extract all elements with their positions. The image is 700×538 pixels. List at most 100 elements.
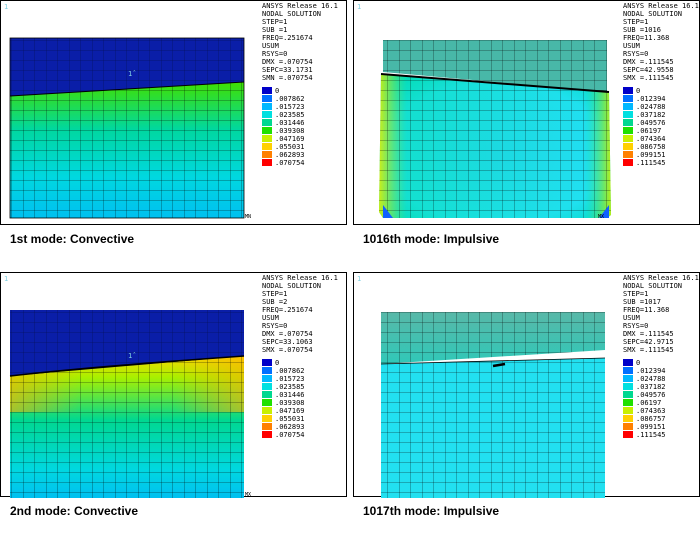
legend-swatch bbox=[623, 87, 633, 94]
legend-value: .023585 bbox=[275, 383, 305, 391]
panel-caption: 1017th mode: Impulsive bbox=[363, 504, 500, 518]
legend-swatch bbox=[623, 399, 633, 406]
legend-swatch bbox=[262, 103, 272, 110]
panel-caption: 1st mode: Convective bbox=[10, 232, 135, 246]
corner-label: 1 bbox=[357, 275, 361, 283]
svg-text:NODAL SOLUTION: NODAL SOLUTION bbox=[623, 282, 682, 290]
legend-value: .015723 bbox=[275, 375, 305, 383]
legend-value: .024788 bbox=[636, 103, 666, 111]
svg-text:STEP=1: STEP=1 bbox=[262, 290, 287, 298]
legend-swatch bbox=[262, 95, 272, 102]
svg-text:FREQ=.251674: FREQ=.251674 bbox=[262, 34, 313, 42]
legend-swatch bbox=[623, 111, 633, 118]
svg-text:SEPC=42.9558: SEPC=42.9558 bbox=[623, 66, 674, 74]
legend-value: .06197 bbox=[636, 127, 661, 135]
legend-swatch bbox=[623, 407, 633, 414]
panel-mode-1: 1 1̂ MN ANSYS Release 16.1 NODAL SOLUTIO… bbox=[0, 0, 347, 266]
svg-text:SMX =.111545: SMX =.111545 bbox=[623, 346, 674, 354]
svg-text:SEPC=42.9715: SEPC=42.9715 bbox=[623, 338, 674, 346]
svg-text:USUM: USUM bbox=[262, 314, 279, 322]
legend-value: .111545 bbox=[636, 159, 666, 167]
legend-swatch bbox=[623, 127, 633, 134]
legend-value: 0 bbox=[275, 87, 279, 95]
legend-swatch bbox=[262, 87, 272, 94]
svg-text:RSYS=0: RSYS=0 bbox=[623, 322, 648, 330]
legend-value: .031446 bbox=[275, 391, 305, 399]
legend-swatch bbox=[262, 135, 272, 142]
legend-swatch bbox=[623, 103, 633, 110]
svg-text:DMX =.070754: DMX =.070754 bbox=[262, 330, 313, 338]
legend-value: .062893 bbox=[275, 151, 305, 159]
legend-swatch bbox=[262, 383, 272, 390]
legend-value: .015723 bbox=[275, 103, 305, 111]
svg-text:RSYS=0: RSYS=0 bbox=[623, 50, 648, 58]
svg-text:FREQ=11.368: FREQ=11.368 bbox=[623, 306, 669, 314]
svg-text:SUB =2: SUB =2 bbox=[262, 298, 287, 306]
legend-value: .007862 bbox=[275, 95, 305, 103]
legend-value: .074363 bbox=[636, 407, 666, 415]
legend-swatch bbox=[262, 119, 272, 126]
legend-swatch bbox=[262, 415, 272, 422]
legend-value: .012394 bbox=[636, 95, 666, 103]
svg-text:DMX =.111545: DMX =.111545 bbox=[623, 58, 674, 66]
legend-swatch bbox=[262, 431, 272, 438]
mode-1017-plot: 1 ANSYS Release 16.1 NODAL SOLUTION STEP… bbox=[353, 272, 700, 498]
legend-value: .049576 bbox=[636, 119, 666, 127]
legend-value: 0 bbox=[275, 359, 279, 367]
legend-value: .055031 bbox=[275, 415, 305, 423]
svg-text:USUM: USUM bbox=[262, 42, 279, 50]
svg-text:FREQ=.251674: FREQ=.251674 bbox=[262, 306, 313, 314]
legend-value: .012394 bbox=[636, 367, 666, 375]
legend-value: .074364 bbox=[636, 135, 666, 143]
legend-value: .070754 bbox=[275, 431, 305, 439]
legend-swatch bbox=[623, 359, 633, 366]
legend-scale: 0.012394.024788.037182.049576.06197.0743… bbox=[623, 359, 666, 439]
legend-swatch bbox=[623, 135, 633, 142]
svg-text:NODAL SOLUTION: NODAL SOLUTION bbox=[623, 10, 682, 18]
legend-value: .06197 bbox=[636, 399, 661, 407]
legend-swatch bbox=[262, 367, 272, 374]
svg-text:SUB =1017: SUB =1017 bbox=[623, 298, 661, 306]
svg-text:SUB =1016: SUB =1016 bbox=[623, 26, 661, 34]
svg-text:1̂: 1̂ bbox=[128, 70, 136, 78]
legend-swatch bbox=[262, 391, 272, 398]
legend-header: ANSYS Release 16.1 NODAL SOLUTION STEP=1… bbox=[623, 2, 699, 82]
svg-text:SMX =.111545: SMX =.111545 bbox=[623, 74, 674, 82]
legend-swatch bbox=[623, 95, 633, 102]
corner-label: 1 bbox=[4, 275, 8, 283]
legend-swatch bbox=[623, 391, 633, 398]
svg-text:RSYS=0: RSYS=0 bbox=[262, 322, 287, 330]
legend-value: .111545 bbox=[636, 431, 666, 439]
legend-swatch bbox=[623, 375, 633, 382]
svg-text:NODAL SOLUTION: NODAL SOLUTION bbox=[262, 10, 321, 18]
legend-value: .039308 bbox=[275, 127, 305, 135]
legend-header: ANSYS Release 16.1 NODAL SOLUTION STEP=1… bbox=[262, 2, 338, 82]
legend-header: ANSYS Release 16.1 NODAL SOLUTION STEP=1… bbox=[262, 274, 338, 354]
svg-text:SEPC=33.1063: SEPC=33.1063 bbox=[262, 338, 313, 346]
legend-value: .037182 bbox=[636, 383, 666, 391]
legend-swatch bbox=[262, 423, 272, 430]
mode-1016-plot: 1 MX ANSYS bbox=[353, 0, 700, 225]
svg-text:MX: MX bbox=[598, 214, 604, 220]
corner-label: 1 bbox=[357, 3, 361, 11]
legend-swatch bbox=[623, 119, 633, 126]
panel-caption: 1016th mode: Impulsive bbox=[363, 232, 500, 246]
svg-text:STEP=1: STEP=1 bbox=[623, 290, 648, 298]
svg-text:DMX =.111545: DMX =.111545 bbox=[623, 330, 674, 338]
mode-1-plot: 1 1̂ MN ANSYS Release 16.1 NODAL SOLUTIO… bbox=[0, 0, 347, 225]
legend-value: .055031 bbox=[275, 143, 305, 151]
svg-text:SMX =.070754: SMX =.070754 bbox=[262, 346, 313, 354]
legend-swatch bbox=[262, 159, 272, 166]
legend-value: .007862 bbox=[275, 367, 305, 375]
svg-text:RSYS=0: RSYS=0 bbox=[262, 50, 287, 58]
legend-value: .047169 bbox=[275, 135, 305, 143]
svg-text:ANSYS Release 16.1: ANSYS Release 16.1 bbox=[623, 2, 699, 10]
svg-text:ANSYS Release 16.1: ANSYS Release 16.1 bbox=[262, 274, 338, 282]
legend-swatch bbox=[262, 375, 272, 382]
legend-value: 0 bbox=[636, 359, 640, 367]
legend-swatch bbox=[262, 359, 272, 366]
legend-swatch bbox=[623, 143, 633, 150]
svg-text:MN: MN bbox=[245, 214, 251, 220]
svg-text:STEP=1: STEP=1 bbox=[262, 18, 287, 26]
legend-swatch bbox=[262, 407, 272, 414]
